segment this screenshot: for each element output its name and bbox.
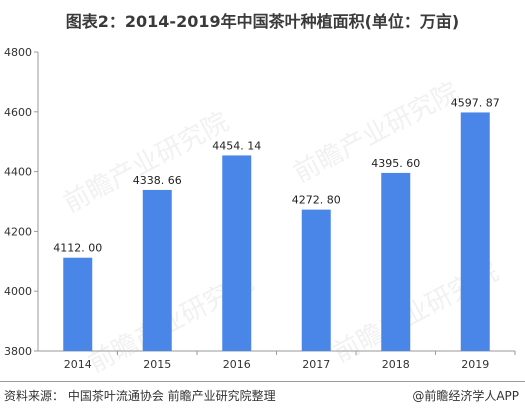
brand-credit: @前瞻经济学人APP xyxy=(412,389,519,403)
data-label: 4454. 14 xyxy=(212,139,261,152)
x-tick-label: 2019 xyxy=(461,358,489,371)
bar xyxy=(301,209,331,351)
y-tick-label: 4200 xyxy=(4,225,32,238)
y-tick-label: 4600 xyxy=(4,106,32,119)
y-tick-label: 4400 xyxy=(4,166,32,179)
data-label: 4272. 80 xyxy=(292,194,341,207)
y-tick-label: 3800 xyxy=(4,345,32,358)
chart-title: 图表2：2014-2019年中国茶叶种植面积(单位：万亩) xyxy=(65,12,460,31)
footer-divider xyxy=(0,381,525,382)
data-label: 4395. 60 xyxy=(371,157,420,170)
x-tick-label: 2018 xyxy=(382,358,410,371)
bar xyxy=(63,257,93,351)
data-label: 4338. 66 xyxy=(133,174,182,187)
data-label: 4597. 87 xyxy=(451,96,500,109)
watermark-text: 前瞻产业研究院 xyxy=(289,77,464,189)
x-tick-label: 2016 xyxy=(223,358,251,371)
data-label: 4112. 00 xyxy=(53,242,102,255)
x-tick-label: 2015 xyxy=(143,358,171,371)
source-note: 资料来源： 中国茶叶流通协会 前瞻产业研究院整理 xyxy=(4,389,276,403)
bar xyxy=(460,112,490,352)
bar xyxy=(222,155,252,351)
bar-chart: 前瞻产业研究院前瞻产业研究院前瞻产业研究院前瞻产业研究院380040004200… xyxy=(4,46,516,379)
x-tick-label: 2014 xyxy=(64,358,92,371)
bar xyxy=(142,189,172,351)
x-tick-label: 2017 xyxy=(302,358,330,371)
y-tick-label: 4000 xyxy=(4,285,32,298)
y-tick-label: 4800 xyxy=(4,46,32,59)
bar xyxy=(381,172,411,351)
